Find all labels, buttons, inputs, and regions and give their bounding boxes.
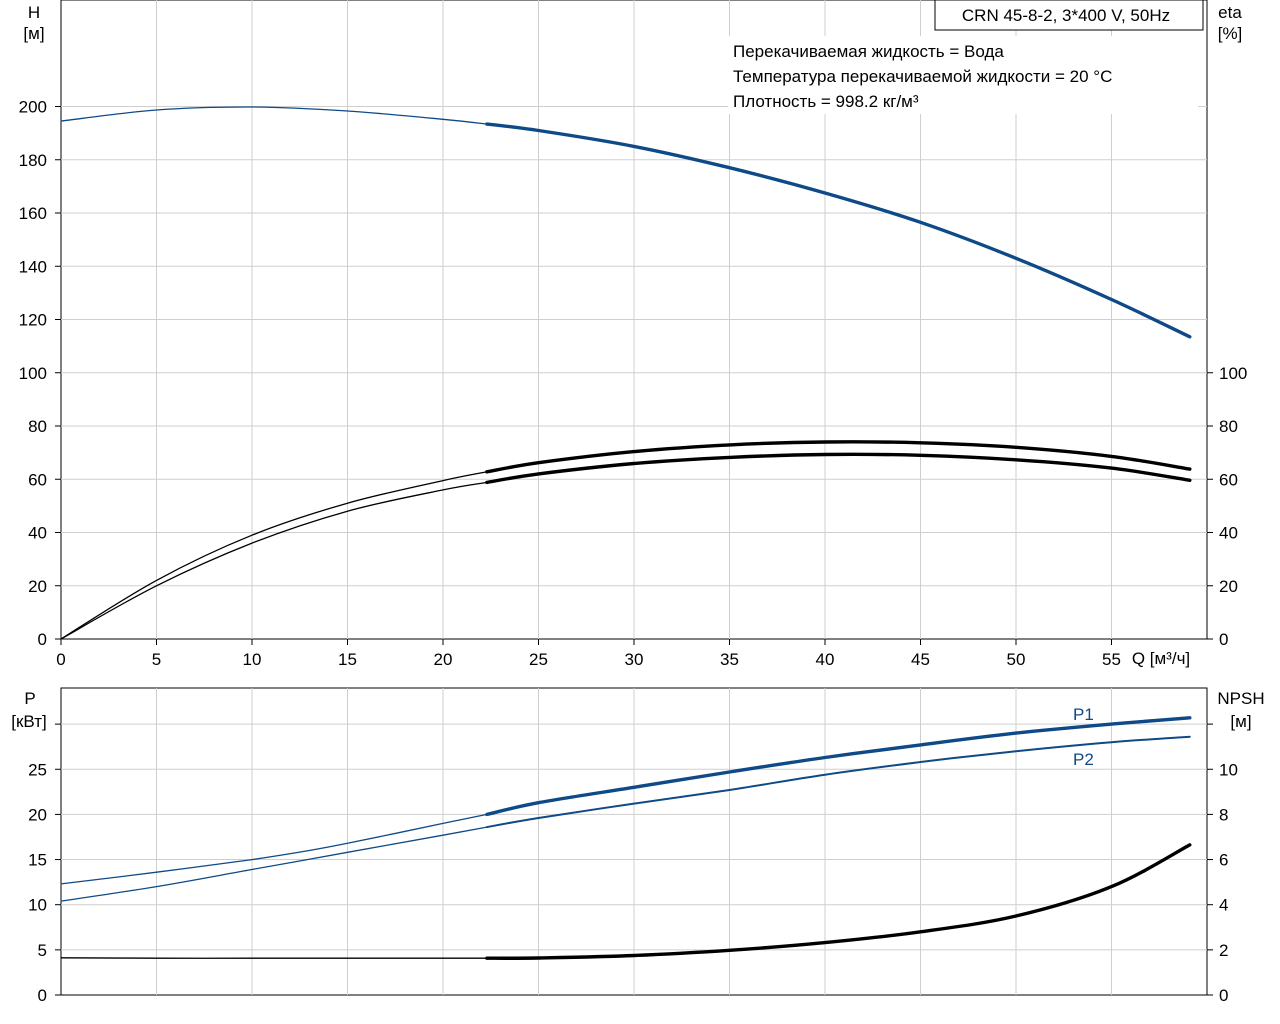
y-tick-label: 5	[38, 941, 47, 960]
flow-axis-ticks: 0 5 10 15 20 25 30 35 40 45 50 55	[56, 639, 1121, 669]
y2-tick-label: 40	[1219, 524, 1238, 543]
x-tick-label: 30	[625, 650, 644, 669]
note-temperature: Температура перекачиваемой жидкости = 20…	[733, 67, 1112, 86]
y-tick-label: 120	[19, 311, 47, 330]
y2-tick-label: 6	[1219, 851, 1228, 870]
npsh-axis-unit: [м]	[1230, 712, 1251, 731]
power-series-2-operating-line	[485, 843, 1192, 960]
power-axis-ticks: 0 5 10 15 20 25	[28, 723, 61, 1005]
x-tick-label: 25	[529, 650, 548, 669]
power-series-p1-line	[60, 813, 488, 885]
head-series-1-line	[60, 471, 488, 640]
y-tick-label: 15	[28, 851, 47, 870]
power-axis-label: P	[24, 689, 35, 708]
y-tick-label: 20	[28, 577, 47, 596]
eta-axis-ticks: 0 20 40 60 80 100	[1207, 364, 1247, 649]
y-tick-label: 40	[28, 524, 47, 543]
x-tick-label: 15	[338, 650, 357, 669]
eta-axis-unit: [%]	[1218, 24, 1243, 43]
x-tick-label: 40	[816, 650, 835, 669]
head-series-2-operating-line	[485, 452, 1192, 485]
head-series-1-operating-line	[485, 440, 1192, 474]
y-tick-label: 25	[28, 760, 47, 779]
y-tick-label: 0	[38, 630, 47, 649]
power-axis-unit: [кВт]	[11, 712, 46, 731]
y-tick-label: 100	[19, 364, 47, 383]
power-npsh-panel: 0 5 10 15 20 25 0 2 4 6 8 10 P [кВт] NPSH [м] P1 P…	[11, 687, 1265, 1005]
y2-tick-label: 0	[1219, 630, 1228, 649]
power-series-p2-line	[60, 826, 488, 902]
x-tick-label: 55	[1102, 650, 1121, 669]
y2-tick-label: 60	[1219, 470, 1238, 489]
y-tick-label: 60	[28, 470, 47, 489]
y2-tick-label: 0	[1219, 986, 1228, 1005]
notes-background	[728, 36, 1198, 114]
y-tick-label: 180	[19, 151, 47, 170]
head-series-2-line	[60, 481, 488, 640]
eta-axis-label: eta	[1218, 3, 1242, 22]
head-efficiency-curves	[60, 106, 1192, 640]
power-series-p1-operating-line	[485, 716, 1192, 817]
x-tick-label: 35	[720, 650, 739, 669]
y2-tick-label: 4	[1219, 896, 1228, 915]
power-grid	[61, 688, 1207, 995]
npsh-axis-label: NPSH	[1217, 689, 1264, 708]
x-tick-label: 20	[434, 650, 453, 669]
y-tick-label: 20	[28, 805, 47, 824]
x-tick-label: 5	[152, 650, 161, 669]
flow-axis-label: Q [м³/ч]	[1132, 649, 1190, 668]
note-liquid: Перекачиваемая жидкость = Вода	[733, 42, 1004, 61]
head-axis-unit: [м]	[23, 24, 44, 43]
y2-tick-label: 20	[1219, 577, 1238, 596]
y-tick-label: 160	[19, 204, 47, 223]
y2-tick-label: 8	[1219, 805, 1228, 824]
y-tick-label: 200	[19, 98, 47, 117]
head-axis-label: H	[28, 3, 40, 22]
y2-tick-label: 100	[1219, 364, 1247, 383]
x-tick-label: 0	[56, 650, 65, 669]
chart-title-box	[934, 0, 1204, 31]
y2-tick-label: 80	[1219, 417, 1238, 436]
power-npsh-curves	[60, 716, 1192, 960]
head-series-0-operating-line	[485, 122, 1192, 339]
y-tick-label: 0	[38, 986, 47, 1005]
y2-tick-label: 10	[1219, 760, 1238, 779]
y-tick-label: 140	[19, 257, 47, 276]
npsh-axis-ticks: 0 2 4 6 8 10	[1207, 723, 1238, 1005]
x-tick-label: 10	[243, 650, 262, 669]
y-tick-label: 80	[28, 417, 47, 436]
series-label-p1: P1	[1073, 705, 1094, 724]
head-axis-ticks: 0 20 40 60 80 100 120 140 160 180 200	[19, 98, 61, 649]
chart-title: CRN 45-8-2, 3*400 V, 50Hz	[962, 6, 1170, 25]
y2-tick-label: 2	[1219, 941, 1228, 960]
series-label-p2: P2	[1073, 750, 1094, 769]
head-series-0-line	[60, 106, 488, 125]
x-tick-label: 45	[911, 650, 930, 669]
power-series-p2-operating-line	[485, 735, 1191, 829]
note-density: Плотность = 998.2 кг/м³	[733, 92, 919, 111]
x-tick-label: 50	[1007, 650, 1026, 669]
y-tick-label: 10	[28, 896, 47, 915]
